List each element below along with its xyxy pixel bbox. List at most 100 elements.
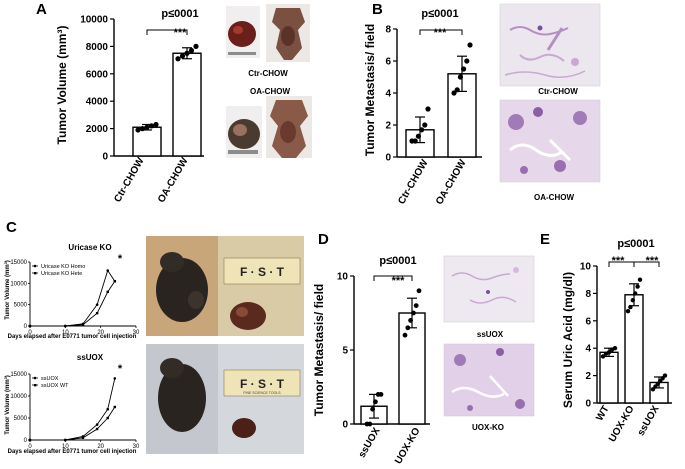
panel-e-ytick-label-3: 6 <box>585 316 591 327</box>
panel-c-chart0-ytick-label-1: 5000 <box>14 303 28 309</box>
panel-b-ytick-label-0: 0 <box>385 153 391 164</box>
panel-b-photo-caption-1: OA-CHOW <box>534 193 574 202</box>
panel-letter-e: E <box>540 231 550 248</box>
panel-letter-c: C <box>6 219 17 236</box>
panel-e-ytick-label-1: 2 <box>585 371 591 382</box>
panel-b-ytick-label-4: 8 <box>385 25 391 36</box>
panel-c-chart0-legend: Uricase KO Homo Uricase KO Hete <box>32 264 85 277</box>
panel-c-chart1-xtick-label-0: 0 <box>28 444 32 450</box>
panel-e-bar-chart: Serum Uric Acid (mg/dl) p≤0001 *** *** 0… <box>561 238 672 444</box>
panel-a-bar-0 <box>132 126 162 157</box>
panel-b-point-1-5 <box>467 42 473 48</box>
panel-b-photo-caption-0: Ctr-CHOW <box>538 87 578 96</box>
panel-d-bar-chart: Tumor Metastasis/ field p≤0001 *** 0510 … <box>312 255 430 466</box>
panel-a-bar-chart: Tumor Volume (mm³) p≤0001 *** 0 2000 4000 6… <box>55 8 204 205</box>
panel-c-chart1-xlabel: Days elapsed after E0771 tumor cell inje… <box>8 449 137 455</box>
panel-letter-a: A <box>36 1 47 18</box>
panel-a-point-1-4 <box>193 43 199 50</box>
panel-c-chart0-ytick-label-0: 0 <box>24 324 28 330</box>
panel-d-histology-ssuox <box>443 255 535 323</box>
panel-a-point-0-1 <box>139 126 146 132</box>
panel-d-point-0-2 <box>370 406 375 412</box>
panel-e-ytick-label-0: 0 <box>585 399 591 410</box>
panel-letter-b: B <box>372 1 383 18</box>
panel-a-photo-caption-0: Ctr-CHOW <box>248 69 288 78</box>
panel-e-stars-1: *** <box>646 255 660 267</box>
panel-e-point-1-4 <box>635 284 640 289</box>
panel-c-chart0-series-0-line <box>30 269 116 327</box>
panel-a-point-1-0 <box>175 56 181 62</box>
panel-c-ruler-text-2: F · S · T <box>240 377 285 391</box>
panel-b-point-0-1 <box>412 138 418 144</box>
panel-c-chart1-star: * <box>118 363 123 375</box>
panel-c-chart0-ylabel: Tumor Volume (mm³) <box>4 260 11 319</box>
panel-c-chart0-series-1-point-2 <box>81 323 85 326</box>
panel-d-ytick-label-2: 10 <box>337 272 349 283</box>
panel-e-bar-0 <box>599 351 619 404</box>
panel-c-chart0-ytick-label-2: 10000 <box>10 281 27 287</box>
panel-c-chart0-title: Uricase KO <box>68 243 111 252</box>
panel-c-chart1-series-1-point-0 <box>28 438 32 442</box>
panel-d-ytick-label-1: 5 <box>342 346 348 357</box>
panel-b-ytick-label-1: 2 <box>385 121 391 132</box>
panel-b-histology-ctr <box>499 3 601 87</box>
panel-c-chart0-legend-0: Uricase KO Homo <box>41 264 85 270</box>
panel-e-point-1-0 <box>625 309 631 314</box>
panel-e-point-0-0 <box>600 354 606 359</box>
panel-e-xtick-1: UOX-KO <box>607 404 637 444</box>
panel-b-point-0-4 <box>422 122 428 128</box>
panel-b-point-0-2 <box>415 133 421 139</box>
panel-e-point-1-1 <box>628 304 633 310</box>
panel-b-bar-chart: Tumor Metastasis/ field p≤0001 *** 0 2 4 6 8… <box>363 8 482 207</box>
panel-c-chart1-xtick-label-3: 30 <box>133 444 140 450</box>
panel-a-ytick-label-5: 10000 <box>80 15 108 26</box>
panel-b-ytick-label-2: 4 <box>385 89 391 100</box>
panel-d-point-0-3 <box>373 399 378 405</box>
panel-d-bar-1 <box>398 312 426 425</box>
panel-a-bar-1 <box>172 52 202 157</box>
panel-d-photo-caption-0: ssUOX <box>477 330 504 339</box>
panel-c-chart1-xtick-label-1: 10 <box>62 444 69 450</box>
panel-d-xtick-0: ssUOX <box>357 426 383 460</box>
panel-letter-d: D <box>318 231 329 248</box>
panel-e-xtick-0: WT <box>594 404 611 423</box>
panel-c-chart1-series-1-point-1 <box>64 438 67 442</box>
panel-a-stars: *** <box>174 27 188 39</box>
panel-a-photo-ctr <box>226 4 310 62</box>
panel-b-point-0-5 <box>425 106 431 112</box>
panel-c-chart1-legend-0: ssUOX <box>41 376 59 382</box>
panel-d-point-0-5 <box>378 392 384 397</box>
panel-e-point-0-4 <box>612 346 618 351</box>
panel-b-point-1-0 <box>451 90 457 96</box>
panel-b-bracket-0 <box>419 29 463 35</box>
panel-c-ruler-text-1: F · S · T <box>240 265 285 279</box>
panel-c-chart1-xtick-label-2: 20 <box>97 444 104 450</box>
panel-c-photo-mouse-2: F · S · T FINE SCIENCE TOOLS <box>146 344 304 454</box>
panel-c-chart0-star: * <box>118 253 123 265</box>
panel-b-ytick-label-3: 6 <box>385 57 391 68</box>
panel-d-ylabel: Tumor Metastasis/ field <box>312 284 326 416</box>
panel-b-stars: *** <box>434 27 448 39</box>
panel-c-photo-mouse-1: F · S · T <box>146 236 304 336</box>
panel-d-point-1-4 <box>413 303 419 308</box>
panel-a-ytick-label-0: 0 <box>102 152 108 163</box>
panel-c-chart1-ylabel: Tumor Volume (mm³) <box>4 375 11 434</box>
panel-a-point-0-3 <box>148 123 155 129</box>
panel-e-stars-0: *** <box>612 255 626 267</box>
panel-b-point-1-1 <box>454 87 460 93</box>
panel-c-chart1-legend-1: ssUOX WT <box>41 383 69 389</box>
panel-c-chart1-series-0-point-3 <box>95 423 99 426</box>
panel-c-chart0-xtick-label-3: 30 <box>133 330 140 336</box>
panel-c-chart0-series-1-point-1 <box>64 324 67 328</box>
panel-b-bar-1 <box>447 73 477 158</box>
panel-c-chart0-xtick-label-2: 20 <box>97 330 104 336</box>
panel-a-ytick-label-4: 8000 <box>86 42 109 53</box>
panel-e-ytick-label-2: 4 <box>585 344 591 355</box>
panel-c-chart1-series-1-point-4 <box>106 416 109 420</box>
panel-c-chart0-series-1-line <box>30 280 116 327</box>
panel-c-chart1-title: ssUOX <box>77 353 104 362</box>
panel-b-point-0-3 <box>419 127 425 133</box>
panel-e-bracket-1 <box>633 261 660 267</box>
panel-a-point-1-3 <box>188 47 195 54</box>
